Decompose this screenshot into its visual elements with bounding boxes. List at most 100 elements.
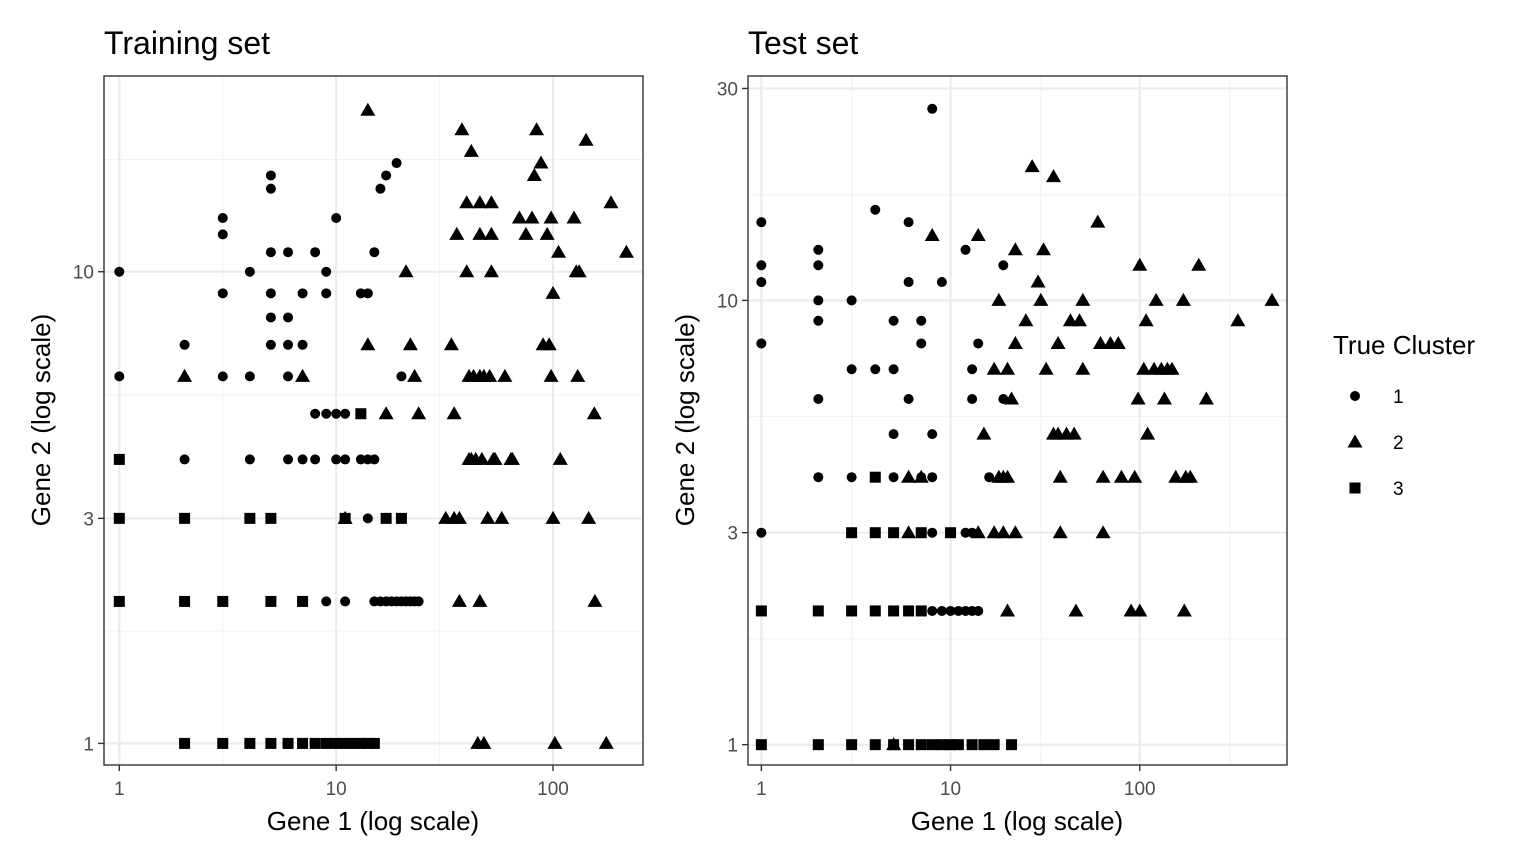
data-point-cluster-1	[756, 338, 767, 349]
data-point-cluster-3	[395, 512, 407, 524]
data-point-cluster-2	[1191, 257, 1207, 271]
data-point-cluster-1	[903, 217, 914, 228]
data-point-cluster-1	[960, 244, 971, 255]
data-point-cluster-2	[570, 368, 586, 382]
data-point-cluster-3	[297, 737, 309, 749]
data-point-cluster-1	[936, 605, 947, 616]
data-point-cluster-1	[297, 288, 308, 299]
data-point-cluster-2	[177, 368, 193, 382]
test-panel-border	[747, 75, 1288, 766]
data-point-cluster-1	[756, 527, 767, 538]
data-point-cluster-2	[924, 227, 940, 241]
data-point-cluster-2	[1000, 361, 1016, 375]
data-point-cluster-2	[1132, 603, 1148, 617]
data-point-cluster-1	[998, 260, 1009, 271]
data-point-cluster-2	[587, 593, 603, 607]
data-point-cluster-1	[936, 277, 947, 288]
data-point-cluster-2	[1007, 242, 1023, 256]
training-set-panel: Training set 1 10 100 1 3 10 Gene 1 (log scal…	[26, 25, 644, 836]
legend-label-2: 2	[1393, 433, 1404, 454]
data-point-cluster-3	[330, 737, 342, 749]
data-point-cluster-1	[396, 371, 407, 382]
data-point-cluster-2	[518, 226, 534, 240]
data-point-cluster-2	[1000, 469, 1016, 483]
data-point-cluster-2	[1132, 257, 1148, 271]
data-point-cluster-1	[967, 393, 978, 404]
data-point-cluster-1	[927, 103, 938, 114]
data-point-cluster-1	[973, 338, 984, 349]
data-point-cluster-1	[244, 266, 255, 277]
data-point-cluster-2	[586, 406, 602, 420]
data-point-cluster-1	[217, 288, 228, 299]
data-point-cluster-2	[449, 226, 465, 240]
data-point-cluster-3	[217, 737, 229, 749]
data-point-cluster-1	[283, 371, 294, 382]
data-point-cluster-2	[581, 510, 597, 524]
data-point-cluster-1	[331, 408, 342, 419]
data-point-cluster-2	[459, 264, 475, 278]
data-point-cluster-2	[547, 735, 563, 749]
data-point-cluster-2	[402, 337, 418, 351]
data-point-cluster-2	[494, 510, 510, 524]
data-point-cluster-2	[474, 451, 490, 465]
data-point-cluster-3	[113, 512, 125, 524]
data-point-cluster-3	[915, 527, 927, 539]
data-point-cluster-3	[812, 605, 824, 617]
data-point-cluster-3	[179, 512, 191, 524]
data-point-cluster-2	[1007, 335, 1023, 349]
data-point-cluster-2	[1092, 335, 1108, 349]
data-point-cluster-3	[945, 739, 957, 751]
data-point-cluster-2	[526, 167, 542, 181]
data-point-cluster-3	[265, 595, 277, 607]
test-y-axis-title: Gene 2 (log scale)	[670, 314, 700, 526]
y-tick-label: 3	[83, 509, 94, 530]
data-point-cluster-1	[244, 454, 255, 465]
data-point-cluster-2	[459, 195, 475, 209]
legend-items: 1 2 3	[1347, 387, 1404, 500]
data-point-cluster-1	[331, 212, 342, 223]
data-point-cluster-1	[283, 247, 294, 258]
data-point-cluster-1	[870, 364, 881, 375]
data-point-cluster-2	[446, 406, 462, 420]
data-point-cluster-1	[945, 605, 956, 616]
legend: True Cluster 1 2 3	[1333, 330, 1475, 500]
data-point-cluster-2	[451, 510, 467, 524]
data-point-cluster-1	[916, 338, 927, 349]
data-point-cluster-1	[310, 247, 321, 258]
data-point-cluster-1	[331, 454, 342, 465]
data-point-cluster-1	[391, 158, 402, 169]
data-point-cluster-3	[244, 512, 256, 524]
data-point-cluster-2	[1136, 361, 1152, 375]
x-tick-label: 1	[756, 779, 767, 800]
data-point-cluster-2	[1052, 469, 1068, 483]
data-point-cluster-3	[368, 737, 380, 749]
data-point-cluster-1	[413, 596, 424, 607]
data-point-cluster-1	[355, 288, 366, 299]
data-point-cluster-2	[504, 451, 520, 465]
data-point-cluster-2	[618, 244, 634, 258]
data-point-cluster-1	[355, 454, 366, 465]
data-point-cluster-2	[566, 210, 582, 224]
training-y-axis-title: Gene 2 (log scale)	[26, 314, 56, 526]
data-point-cluster-2	[1110, 335, 1126, 349]
legend-key-1	[1350, 391, 1360, 401]
data-point-cluster-2	[598, 735, 614, 749]
data-point-cluster-2	[483, 195, 499, 209]
data-point-cluster-3	[339, 737, 351, 749]
data-point-cluster-1	[813, 295, 824, 306]
data-point-cluster-3	[320, 737, 332, 749]
data-point-cluster-2	[901, 469, 917, 483]
data-point-cluster-3	[903, 739, 915, 751]
data-point-cluster-2	[529, 122, 545, 136]
data-point-cluster-3	[755, 605, 767, 617]
data-point-cluster-1	[217, 229, 228, 240]
data-point-cluster-2	[1130, 391, 1146, 405]
data-point-cluster-2	[1175, 292, 1191, 306]
data-point-cluster-2	[497, 368, 513, 382]
data-point-cluster-1	[888, 429, 899, 440]
data-point-cluster-3	[282, 737, 294, 749]
training-set-title: Training set	[104, 25, 270, 61]
data-point-cluster-1	[756, 260, 767, 271]
data-point-cluster-1	[927, 527, 938, 538]
data-point-cluster-3	[945, 527, 957, 539]
